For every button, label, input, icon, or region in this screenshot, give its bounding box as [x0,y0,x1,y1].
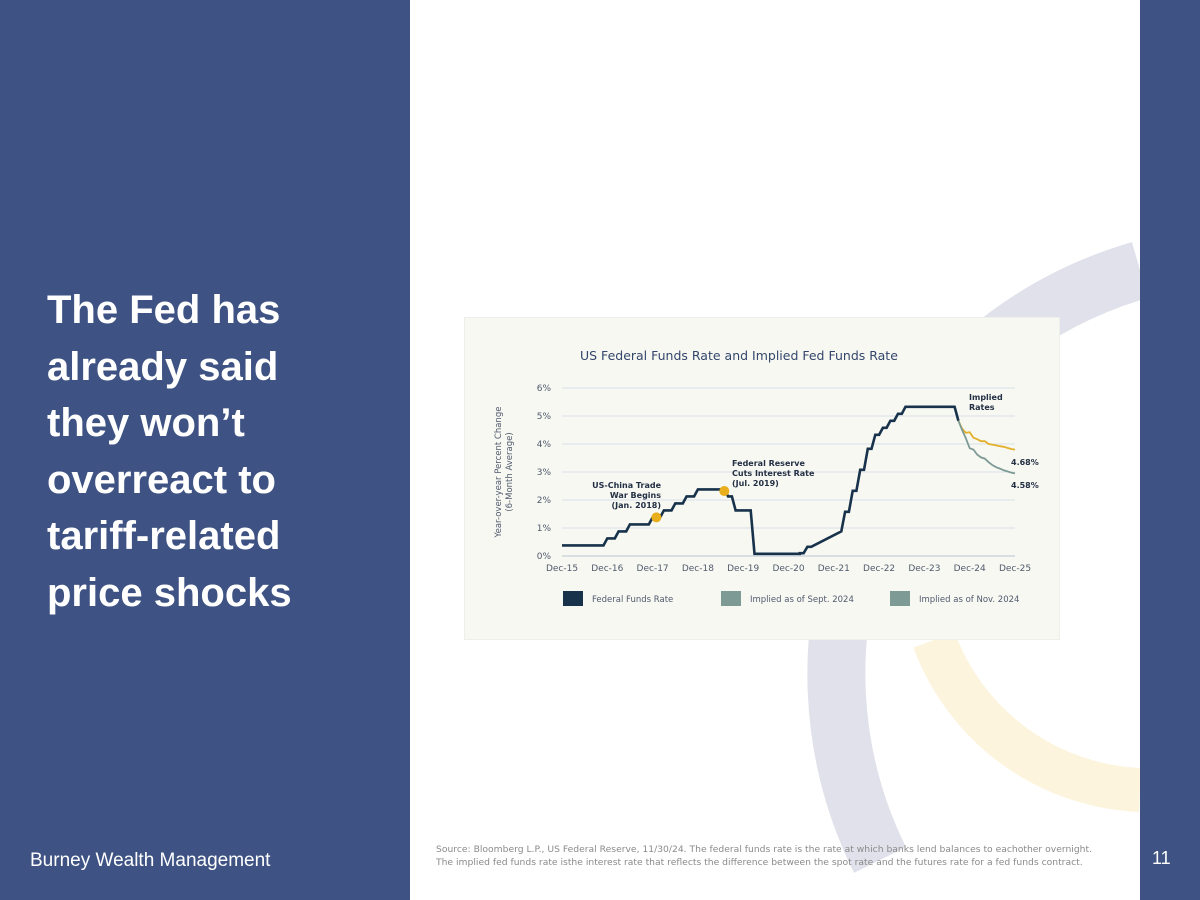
series-implied-nov-2024 [957,420,1016,475]
slide-headline: The Fed has already said they won’t over… [47,282,397,621]
x-tick-label: Dec-16 [591,564,623,574]
y-tick-label: 6% [537,384,552,394]
headline-line: overreact to [47,457,276,502]
y-axis-label-line: Year-over-year Percent Change [494,407,504,539]
annotation-marker-trade-war [651,512,662,523]
gridlines [562,387,1015,557]
legend-swatch-implied-nov-2024 [890,591,910,606]
source-note: Source: Bloomberg L.P., US Federal Reser… [436,843,1136,869]
annotation-rate-cut-line: Federal Reserve [732,459,806,468]
y-tick-label: 3% [537,468,552,478]
x-tick-label: Dec-20 [772,564,804,574]
x-tick-label: Dec-22 [863,564,895,574]
legend: Federal Funds Rate Implied as of Sept. 2… [563,591,1019,606]
y-tick-label: 1% [537,524,552,534]
annotation-rate-cut-line: Cuts Interest Rate [732,469,815,478]
implied-rates-label-line: Rates [969,403,995,412]
legend-label-implied-nov-2024: Implied as of Nov. 2024 [919,595,1019,605]
headline-line: already said [47,344,279,389]
y-tick-label: 2% [537,496,552,506]
chart-title: US Federal Funds Rate and Implied Fed Fu… [580,348,898,363]
source-note-line: The implied fed funds rate isthe interes… [436,857,1083,868]
y-tick-label: 4% [537,440,552,450]
chart-svg: US Federal Funds Rate and Implied Fed Fu… [494,348,1039,606]
source-note-line: Source: Bloomberg L.P., US Federal Reser… [436,844,1093,855]
right-strip [1140,0,1200,900]
legend-label-implied-sept-2024: Implied as of Sept. 2024 [750,595,854,605]
headline-line: price shocks [47,570,292,615]
annotation-trade-war-line: War Begins [610,491,661,500]
legend-swatch-implied-sept-2024 [721,591,741,606]
headline-line: The Fed has [47,288,281,332]
x-axis-ticks: Dec-15 Dec-16 Dec-17 Dec-18 Dec-19 Dec-20 Dec-… [546,564,1031,574]
left-panel [0,0,410,900]
x-tick-label: Dec-21 [818,564,850,574]
y-axis-ticks: 0% 1% 2% 3% 4% 5% 6% [537,384,552,562]
implied-rates-label-line: Implied [969,393,1003,402]
y-tick-label: 0% [537,552,552,562]
annotation-rate-cut-line: (Jul. 2019) [732,479,779,488]
end-label-sept: 4.68% [1011,458,1039,467]
annotation-marker-rate-cut [719,486,730,497]
cream-arc [913,632,1140,812]
headline-line: tariff-related [47,514,281,558]
x-tick-label: Dec-24 [954,564,986,574]
legend-label-federal-funds-rate: Federal Funds Rate [592,595,673,605]
headline-line: they won’t [47,401,245,445]
series-implied-sept-2024 [957,420,1016,451]
company-name: Burney Wealth Management [30,850,271,871]
y-tick-label: 5% [537,412,552,422]
x-tick-label: Dec-23 [908,564,940,574]
end-label-nov: 4.58% [1011,481,1039,490]
x-tick-label: Dec-17 [637,564,669,574]
x-tick-label: Dec-18 [682,564,714,574]
x-tick-label: Dec-19 [727,564,759,574]
y-axis-label-line: (6-Month Average) [505,432,515,511]
legend-swatch-federal-funds-rate [563,591,583,606]
chart-card: US Federal Funds Rate and Implied Fed Fu… [465,318,1059,639]
x-tick-label: Dec-25 [999,564,1031,574]
annotation-trade-war-line: US-China Trade [592,481,661,490]
y-axis-label: Year-over-year Percent Change (6-Month A… [494,407,515,539]
page-number: 11 [1152,848,1171,868]
annotation-trade-war-line: (Jan. 2018) [612,501,661,510]
x-tick-label: Dec-15 [546,564,578,574]
